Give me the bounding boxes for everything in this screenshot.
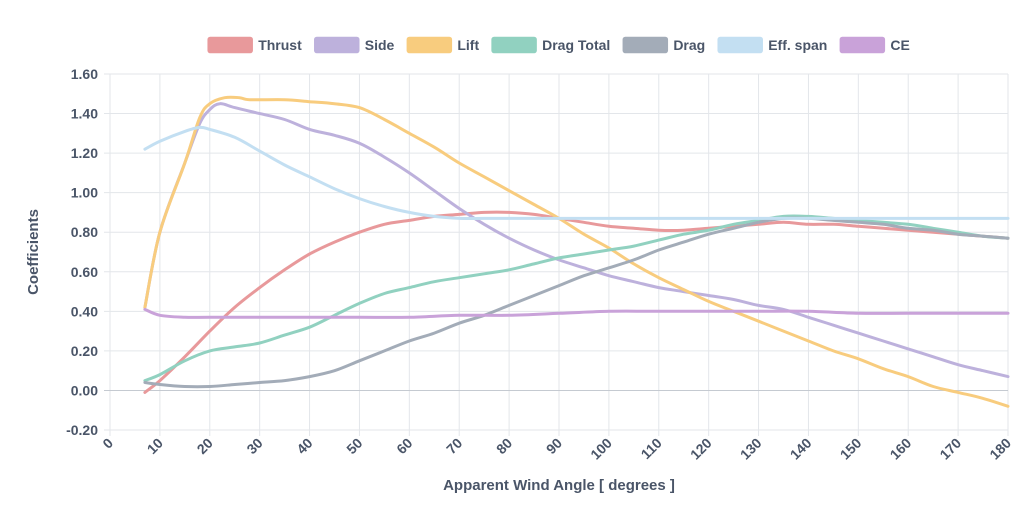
y-tick-label: 1.00 (71, 185, 98, 201)
x-tick-label: 100 (587, 435, 615, 463)
legend-item-side[interactable]: Side (314, 36, 395, 54)
y-tick-label: 1.60 (71, 66, 98, 82)
x-tick-label: 80 (493, 435, 515, 457)
legend-swatch (622, 36, 669, 54)
series-line-ce (143, 307, 1010, 319)
legend-label: Eff. span (768, 37, 827, 53)
legend-swatch (406, 36, 453, 54)
x-tick-label: 70 (443, 435, 465, 457)
y-tick-label: 0.80 (71, 224, 98, 240)
x-tick-label: 170 (936, 435, 964, 463)
y-tick-label: 0.60 (71, 264, 98, 280)
x-tick-label: 50 (343, 435, 365, 457)
series-line-lift (143, 95, 1010, 408)
legend-item-ce[interactable]: CE (839, 36, 910, 54)
grid (104, 73, 1009, 436)
x-tick-label: 10 (144, 435, 166, 457)
legend-swatch (491, 36, 537, 54)
series-line-eff-span (143, 125, 1010, 221)
legend-swatch (717, 36, 763, 54)
legend-swatch (839, 36, 886, 54)
x-tick-label: 90 (543, 435, 565, 457)
series-line-drag-total (143, 214, 1010, 383)
y-tick-label: -0.20 (66, 422, 98, 438)
legend-label: Thrust (258, 37, 302, 53)
legend-item-drag-total[interactable]: Drag Total (491, 36, 610, 54)
x-tick-label: 120 (687, 435, 715, 463)
legend-item-eff-span[interactable]: Eff. span (717, 36, 827, 54)
x-tick-label: 160 (887, 435, 915, 463)
legend-swatch (207, 36, 253, 54)
y-tick-label: 1.20 (71, 145, 98, 161)
legend-item-lift[interactable]: Lift (406, 36, 479, 54)
x-tick-label: 30 (243, 435, 265, 457)
series-line-side (143, 102, 1010, 379)
x-tick-label: 40 (293, 435, 315, 457)
legend-swatch (314, 36, 360, 54)
y-tick-label: 0.20 (71, 343, 98, 359)
legend[interactable]: Thrust Side Lift Drag Total Drag Eff. span CE (207, 36, 910, 54)
legend-item-drag[interactable]: Drag (622, 36, 705, 54)
y-axis-title: Coefficients (25, 209, 42, 295)
series-line-drag (143, 216, 1010, 389)
legend-label: Side (365, 37, 395, 53)
legend-item-thrust[interactable]: Thrust (207, 36, 302, 54)
series-lines (143, 95, 1010, 408)
y-tick-label: 0.00 (71, 382, 98, 398)
x-tick-label: 110 (638, 435, 665, 462)
legend-label: Drag (673, 37, 705, 53)
x-tick-label: 20 (194, 435, 216, 457)
legend-label: CE (890, 37, 909, 53)
x-tick-label: 140 (787, 435, 815, 463)
axes: 0 10 20 30 40 50 60 70 80 90 100 110 120 130 140 150 160… (66, 66, 1014, 463)
y-tick-label: 0.40 (71, 303, 98, 319)
y-tick-label: 1.40 (71, 106, 98, 122)
legend-label: Drag Total (542, 37, 610, 53)
series-line-thrust (143, 210, 1010, 394)
x-tick-label: 60 (393, 435, 415, 457)
x-tick-label: 180 (986, 435, 1014, 463)
x-tick-label: 130 (737, 435, 765, 463)
x-tick-label: 0 (99, 435, 116, 452)
legend-label: Lift (457, 37, 479, 53)
x-tick-label: 150 (837, 435, 865, 463)
x-axis-title: Apparent Wind Angle [ degrees ] (443, 477, 675, 494)
